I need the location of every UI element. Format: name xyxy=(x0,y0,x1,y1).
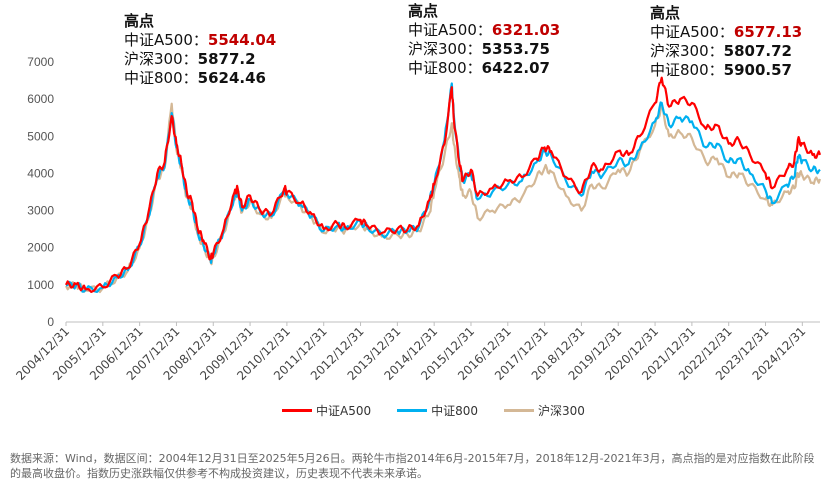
annotation-label: 沪深300： xyxy=(124,50,198,68)
legend: 中证A500 中证800 沪深300 xyxy=(282,402,585,419)
y-tick-label: 5000 xyxy=(27,129,54,143)
legend-label: 沪深300 xyxy=(538,404,585,418)
annotation-label: 中证800： xyxy=(124,69,198,87)
annotation-value: 5544.04 xyxy=(207,31,277,49)
y-tick-label: 3000 xyxy=(27,204,54,218)
series-line-0 xyxy=(65,76,822,293)
y-tick-label: 2000 xyxy=(27,241,54,255)
legend-item-csi800: 中证800 xyxy=(397,402,478,419)
annotation-label: 沪深300： xyxy=(408,40,482,58)
annotation-label: 中证A500： xyxy=(124,31,208,49)
legend-swatch xyxy=(504,409,535,412)
footnote: 数据来源：Wind，数据区间：2004年12月31日至2025年5月26日。两轮… xyxy=(10,452,815,480)
x-axis: 2004/12/312005/12/312006/12/312007/12/31… xyxy=(13,321,820,383)
legend-item-csi300: 沪深300 xyxy=(504,402,585,419)
annotation-label: 中证800： xyxy=(650,61,724,79)
legend-label: 中证800 xyxy=(431,404,479,418)
line-chart: 0 1000 2000 3000 4000 5000 6000 7000 2004/12/31… xyxy=(13,55,822,383)
annotation-peak-2021: 高点 中证A500：6577.13 沪深300：5807.72 中证800：59… xyxy=(650,4,802,80)
annotation-value: 6577.13 xyxy=(733,23,803,41)
annotation-label: 中证A500： xyxy=(408,21,492,39)
annotation-value: 5624.46 xyxy=(197,69,266,87)
series-line-2 xyxy=(65,102,822,294)
annotation-title: 高点 xyxy=(650,4,681,22)
annotation-value: 5877.2 xyxy=(197,50,256,68)
annotation-label: 中证A500： xyxy=(650,23,734,41)
annotation-value: 5353.75 xyxy=(481,40,550,58)
y-tick-label: 0 xyxy=(47,315,54,329)
legend-swatch xyxy=(397,409,428,412)
annotation-peak-2015: 高点 中证A500：6321.03 沪深300：5353.75 中证800：64… xyxy=(408,2,560,78)
y-tick-label: 7000 xyxy=(27,55,54,69)
annotation-label: 中证800： xyxy=(408,59,482,77)
annotation-title: 高点 xyxy=(124,12,155,30)
annotation-label: 沪深300： xyxy=(650,42,724,60)
legend-label: 中证A500 xyxy=(316,404,372,418)
annotation-value: 5807.72 xyxy=(723,42,792,60)
y-axis: 0 1000 2000 3000 4000 5000 6000 7000 xyxy=(27,55,54,329)
y-tick-label: 4000 xyxy=(27,166,54,180)
y-tick-label: 1000 xyxy=(27,278,54,292)
annotation-value: 6422.07 xyxy=(481,59,550,77)
legend-item-a500: 中证A500 xyxy=(282,402,371,419)
series-line-1 xyxy=(65,82,821,293)
legend-swatch xyxy=(282,409,312,412)
annotation-title: 高点 xyxy=(408,2,439,20)
series-layer xyxy=(65,76,822,294)
y-tick-label: 6000 xyxy=(27,92,54,106)
annotation-value: 5900.57 xyxy=(723,61,792,79)
annotation-value: 6321.03 xyxy=(491,21,561,39)
annotation-peak-2007: 高点 中证A500：5544.04 沪深300：5877.2 中证800：562… xyxy=(124,12,276,88)
